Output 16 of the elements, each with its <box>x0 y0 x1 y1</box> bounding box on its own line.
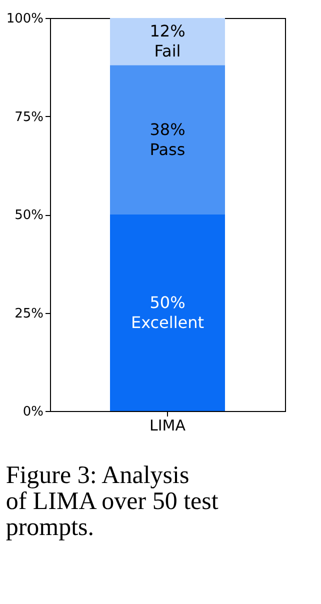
data-label: 12% <box>150 22 186 41</box>
y-tick-label: 0% <box>22 404 44 420</box>
series-label: Pass <box>150 140 186 159</box>
y-tick-label: 100% <box>6 12 44 26</box>
x-tick-label: LIMA <box>150 416 186 434</box>
series-label: Excellent <box>130 312 204 332</box>
data-label: 50% <box>150 292 186 312</box>
y-tick-label: 50% <box>14 208 44 223</box>
series-label: Fail <box>154 42 181 61</box>
bar <box>110 18 225 66</box>
caption: Figure 3: Analysis of LIMA over 50 test prompts. <box>6 462 218 541</box>
data-label: 38% <box>150 120 186 139</box>
bar <box>110 214 225 411</box>
y-tick-label: 25% <box>14 306 44 322</box>
bar <box>110 65 225 214</box>
y-tick-label: 75% <box>14 110 44 125</box>
